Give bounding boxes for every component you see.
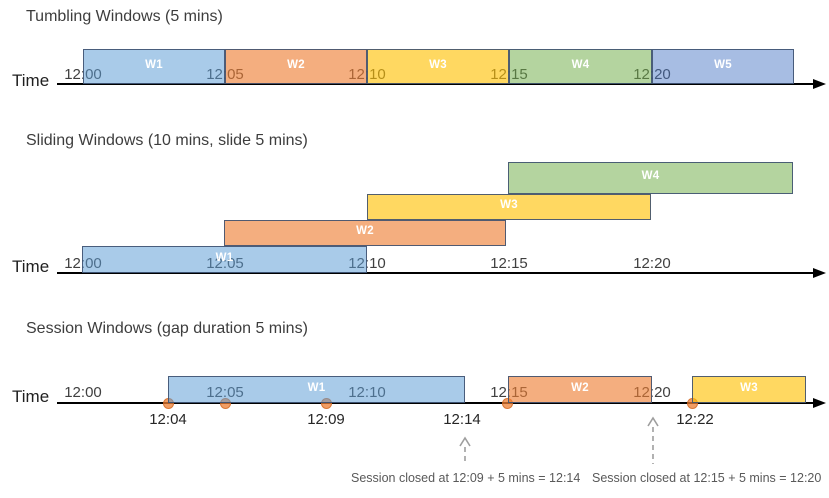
sliding-title: Sliding Windows (10 mins, slide 5 mins) — [26, 132, 308, 149]
time-axis-arrowhead-icon — [813, 78, 826, 89]
tumbling-time-axis-label: Time — [12, 71, 50, 90]
window-label: W1 — [215, 251, 234, 264]
window-box-w3: W3 — [692, 376, 806, 403]
window-box-w1: W1 — [168, 376, 465, 403]
axis-tick-label: 12:00 — [64, 384, 102, 401]
event-time-label: 12:09 — [307, 411, 345, 428]
window-label: W1 — [145, 58, 163, 71]
event-time-label: 12:22 — [676, 411, 714, 428]
window-label: W3 — [740, 381, 758, 394]
window-box-w3: W3 — [367, 49, 509, 84]
window-box-w3: W3 — [367, 194, 651, 220]
window-label: W3 — [500, 199, 518, 211]
window-box-w1: W1 — [82, 246, 367, 273]
window-label: W2 — [287, 58, 305, 71]
session-close-arrow-icon — [647, 416, 659, 464]
session-title: Session Windows (gap duration 5 mins) — [26, 320, 308, 337]
window-label: W2 — [571, 381, 589, 394]
time-axis-arrowhead-icon — [813, 267, 826, 278]
window-label: W3 — [429, 58, 447, 71]
window-label: W5 — [714, 58, 732, 71]
time-axis-line — [57, 83, 818, 85]
event-time-label: 12:04 — [149, 411, 187, 428]
session-closed-note: Session closed at 12:09 + 5 mins = 12:14 — [351, 471, 581, 485]
window-box-w2: W2 — [508, 376, 652, 403]
window-box-w2: W2 — [224, 220, 506, 246]
window-label: W2 — [356, 225, 374, 237]
event-marker-icon — [501, 397, 513, 409]
window-label: W1 — [307, 381, 326, 394]
axis-tick-label: 12:20 — [633, 255, 671, 272]
event-time-label: 12:14 — [443, 411, 481, 428]
time-axis-arrowhead-icon — [813, 397, 826, 408]
window-box-w4: W4 — [508, 162, 793, 194]
window-box-w2: W2 — [225, 49, 367, 84]
session-time-axis-label: Time — [12, 387, 50, 406]
time-axis-line — [57, 402, 818, 404]
tumbling-title: Tumbling Windows (5 mins) — [26, 8, 223, 25]
session-close-arrow-icon — [459, 436, 471, 464]
window-label: W4 — [641, 170, 660, 182]
sliding-time-axis-label: Time — [12, 257, 50, 276]
axis-tick-label: 12:15 — [490, 255, 528, 272]
time-axis-line — [57, 272, 818, 274]
window-label: W4 — [571, 58, 590, 71]
session-closed-note: Session closed at 12:15 + 5 mins = 12:20 — [592, 471, 822, 485]
window-box-w4: W4 — [509, 49, 652, 84]
window-box-w1: W1 — [83, 49, 225, 84]
window-box-w5: W5 — [652, 49, 794, 84]
